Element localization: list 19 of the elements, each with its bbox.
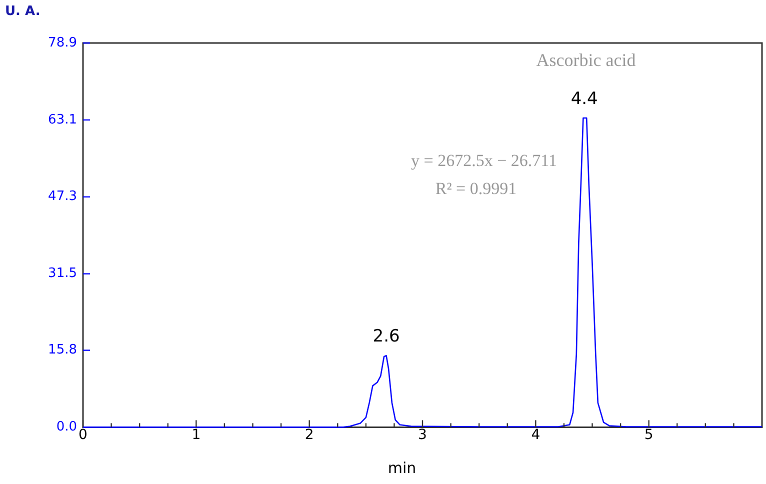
annotation: 4.4	[570, 88, 598, 109]
x-tick-label: 1	[192, 427, 201, 444]
annotation: R² = 0.9991	[435, 179, 517, 198]
x-tick-label: 2	[304, 427, 314, 444]
x-axis-title: min	[388, 459, 416, 477]
annotation: y = 2672.5x − 26.711	[410, 151, 558, 170]
y-tick-label: 31.5	[48, 266, 77, 282]
y-tick-label: 63.1	[48, 112, 77, 128]
x-tick-label: 4	[531, 427, 540, 444]
y-tick-label: 15.8	[48, 342, 77, 358]
x-tick-label: 5	[644, 427, 654, 444]
annotation: 2.6	[372, 326, 400, 347]
x-tick-label: 0	[78, 427, 88, 444]
y-tick-label: 78.9	[48, 35, 77, 50]
x-tick-label: 3	[418, 427, 427, 444]
y-tick-label: 0.0	[56, 420, 77, 435]
annotation: Ascorbic acid	[536, 50, 636, 70]
y-tick-label: 47.3	[48, 189, 77, 204]
y-axis-title: U. A.	[5, 4, 40, 19]
